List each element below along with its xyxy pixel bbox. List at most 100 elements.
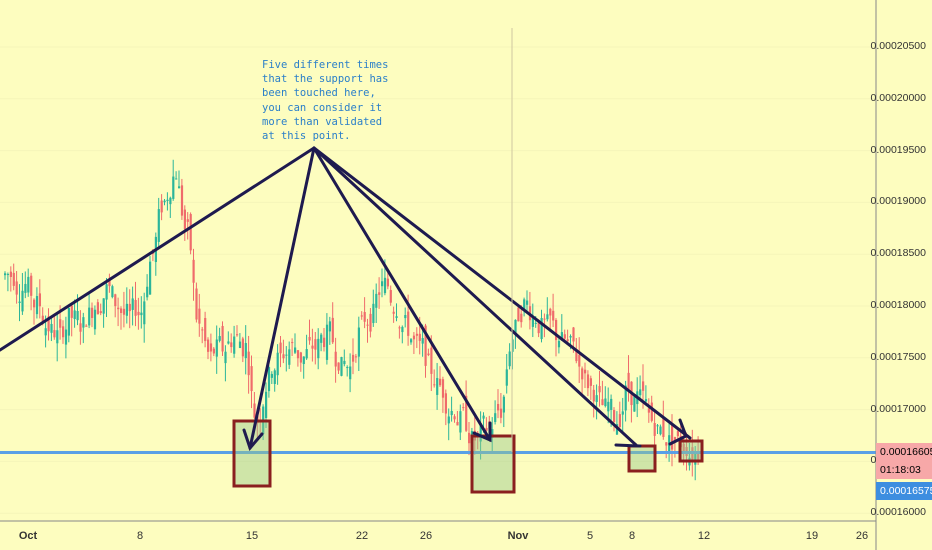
- candle-body: [4, 273, 7, 276]
- candle-body: [557, 340, 561, 348]
- candle-body: [102, 298, 105, 314]
- candle-body: [447, 416, 450, 424]
- candle-body: [76, 310, 79, 321]
- candle-body: [453, 416, 456, 420]
- y-tick-label: 0.00017000: [870, 402, 926, 415]
- candle-body: [294, 347, 297, 353]
- y-tick-label: 0.00016000: [870, 506, 926, 519]
- y-tick-label: 0.00019000: [870, 195, 926, 208]
- candle-body: [601, 399, 604, 406]
- candle-body: [491, 429, 494, 438]
- candle-body: [676, 431, 679, 437]
- candle-body: [584, 369, 587, 374]
- candle-body: [563, 334, 566, 339]
- candle-body: [644, 399, 648, 402]
- candle-body: [64, 329, 68, 345]
- candle-body: [386, 278, 389, 287]
- candle-body: [439, 378, 442, 386]
- candle-body: [279, 342, 282, 354]
- candle-body: [221, 325, 224, 352]
- candle-body: [482, 415, 485, 419]
- candle-body: [50, 323, 53, 333]
- candle-body: [418, 333, 421, 341]
- candle-body: [111, 286, 114, 298]
- candle-body: [465, 395, 468, 431]
- candle-body: [531, 316, 534, 327]
- candle-body: [82, 317, 85, 328]
- candle-body: [99, 311, 102, 314]
- arrow-line-3: [312, 146, 638, 447]
- candle-body: [120, 308, 123, 314]
- candle-body: [105, 284, 108, 300]
- candle-body: [227, 341, 230, 344]
- candle-body: [340, 357, 343, 376]
- y-tick-label: 0.00020500: [870, 40, 926, 52]
- candle-body: [331, 317, 334, 343]
- candle-body: [79, 323, 82, 332]
- candle-body: [230, 342, 233, 348]
- candle-body: [392, 311, 395, 314]
- x-tick-label: 8: [628, 530, 636, 542]
- y-tick-label: 0.00020000: [870, 91, 926, 104]
- candle-body: [441, 379, 445, 398]
- candle-body: [178, 186, 181, 189]
- x-tick-label: 19: [805, 530, 819, 542]
- candle-body: [566, 339, 569, 342]
- candle-body: [653, 422, 656, 436]
- candle-body: [134, 299, 137, 316]
- candle-body: [311, 345, 314, 349]
- candle-body: [526, 300, 529, 305]
- candle-body: [523, 299, 526, 311]
- candle-body: [41, 315, 44, 324]
- candle-body: [56, 330, 59, 344]
- candle-body: [671, 423, 674, 450]
- candle-body: [604, 398, 607, 407]
- candle-body: [381, 281, 384, 287]
- candle-body: [401, 326, 404, 333]
- candle-body: [59, 319, 62, 328]
- candle-body: [21, 290, 24, 312]
- candle-body: [96, 302, 99, 315]
- x-tick-label: 22: [355, 530, 369, 542]
- candle-body: [395, 316, 398, 318]
- candle-body: [308, 336, 311, 341]
- candle-body: [180, 185, 184, 216]
- y-tick-label: 0.00017500: [870, 350, 926, 363]
- candle-body: [537, 319, 540, 334]
- candle-body: [328, 321, 331, 332]
- candle-body: [363, 312, 366, 322]
- candle-body: [697, 452, 700, 461]
- candle-body: [639, 389, 642, 396]
- candle-body: [253, 403, 256, 418]
- candle-body: [508, 351, 511, 367]
- candle-body: [317, 338, 320, 359]
- candle-body: [70, 305, 73, 318]
- candle-body: [233, 336, 236, 354]
- last-price-value: 0.00016605: [880, 446, 932, 458]
- candle-body: [662, 418, 665, 437]
- candle-body: [410, 339, 413, 343]
- candle-body: [302, 356, 305, 365]
- annotation-arrows: [0, 146, 692, 451]
- candle-body: [209, 343, 213, 352]
- candle-body: [212, 348, 215, 354]
- candle-body: [659, 426, 662, 435]
- candle-body: [267, 367, 271, 392]
- arrow-head-2: [472, 421, 492, 443]
- arrow-head-4: [668, 418, 688, 446]
- candle-body: [589, 378, 592, 386]
- candle-body: [647, 408, 650, 413]
- candle-body: [352, 354, 355, 362]
- candle-body: [656, 425, 659, 427]
- candle-body: [38, 293, 41, 307]
- candle-body: [18, 301, 21, 303]
- candle-body: [175, 178, 178, 180]
- trend-line: [0, 146, 316, 352]
- candle-body: [183, 209, 186, 230]
- candle-body: [323, 337, 326, 348]
- candle-body: [117, 307, 120, 310]
- candle-body: [131, 298, 134, 310]
- candle-body: [581, 368, 584, 380]
- x-tick-label: 26: [419, 530, 433, 542]
